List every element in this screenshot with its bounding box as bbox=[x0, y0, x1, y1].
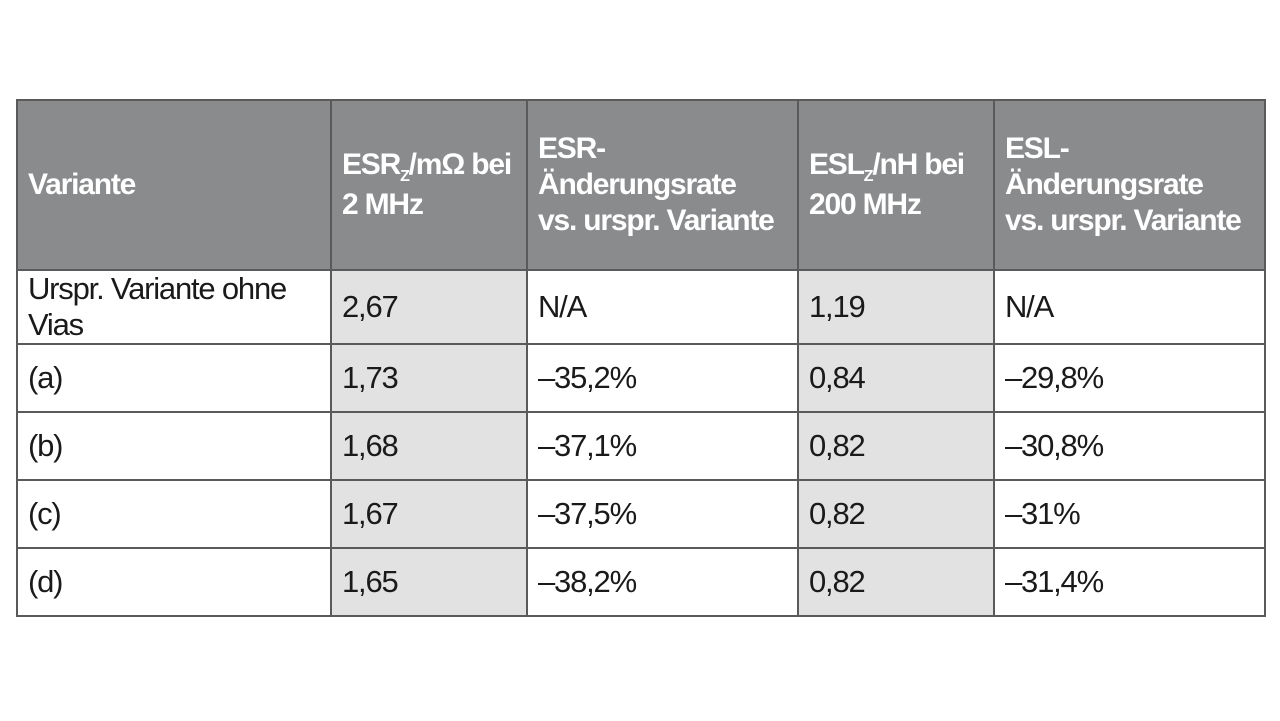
cell-variante: (c) bbox=[16, 479, 332, 549]
cell-esl: 0,82 bbox=[797, 411, 995, 481]
cell-variante: (b) bbox=[16, 411, 332, 481]
cell-variante: (a) bbox=[16, 343, 332, 413]
table-row: (c) 1,67 –37,5% 0,82 –31% bbox=[16, 479, 1266, 549]
table-row: Urspr. Variante ohne Vias 2,67 N/A 1,19 … bbox=[16, 269, 1266, 345]
cell-esr-rate: –37,5% bbox=[526, 479, 799, 549]
cell-esr: 2,67 bbox=[330, 269, 528, 345]
cell-esr-rate: N/A bbox=[526, 269, 799, 345]
header-esl-unit: /nH bei bbox=[872, 148, 965, 182]
header-esl-rate: ESL-Änderungsrate vs. urspr. Variante bbox=[993, 99, 1266, 271]
cell-esl: 0,84 bbox=[797, 343, 995, 413]
header-esr-rate-line1: ESR-Änderungsrate bbox=[538, 132, 737, 201]
header-esr-subscript: Z bbox=[400, 168, 410, 186]
header-esl-frequency: 200 MHz bbox=[809, 187, 922, 221]
cell-esl-rate: –29,8% bbox=[993, 343, 1266, 413]
table-row: (d) 1,65 –38,2% 0,82 –31,4% bbox=[16, 547, 1266, 617]
cell-esl: 0,82 bbox=[797, 479, 995, 549]
cell-variante: Urspr. Variante ohne Vias bbox=[16, 269, 332, 345]
header-esl: ESLZ/nH bei 200 MHz bbox=[797, 99, 995, 271]
cell-esr: 1,67 bbox=[330, 479, 528, 549]
cell-esl: 0,82 bbox=[797, 547, 995, 617]
cell-esl-rate: N/A bbox=[993, 269, 1266, 345]
cell-esl-rate: –31,4% bbox=[993, 547, 1266, 617]
header-row: Variante ESRZ/mΩ bei 2 MHz ESR-Änderungsr… bbox=[16, 99, 1266, 271]
header-variante-label: Variante bbox=[28, 168, 136, 201]
cell-esr-rate: –37,1% bbox=[526, 411, 799, 481]
cell-variante: (d) bbox=[16, 547, 332, 617]
header-esr-rate: ESR-Änderungsrate vs. urspr. Variante bbox=[526, 99, 799, 271]
header-variante: Variante bbox=[16, 99, 332, 271]
cell-esr-rate: –35,2% bbox=[526, 343, 799, 413]
comparison-table: Variante ESRZ/mΩ bei 2 MHz ESR-Änderungsr… bbox=[16, 99, 1266, 617]
cell-esr: 1,68 bbox=[330, 411, 528, 481]
header-esl-rate-line1: ESL-Änderungsrate bbox=[1005, 132, 1204, 201]
header-esr: ESRZ/mΩ bei 2 MHz bbox=[330, 99, 528, 271]
header-esl-subscript: Z bbox=[863, 168, 874, 186]
data-table-container: Variante ESRZ/mΩ bei 2 MHz ESR-Änderungsr… bbox=[16, 99, 1266, 617]
header-esr-frequency: 2 MHz bbox=[342, 187, 424, 221]
table-row: (b) 1,68 –37,1% 0,82 –30,8% bbox=[16, 411, 1266, 481]
cell-esr: 1,65 bbox=[330, 547, 528, 617]
header-esr-rate-line2: vs. urspr. Variante bbox=[538, 204, 775, 237]
header-esl-rate-line2: vs. urspr. Variante bbox=[1005, 204, 1242, 237]
cell-esl: 1,19 bbox=[797, 269, 995, 345]
cell-esr: 1,73 bbox=[330, 343, 528, 413]
cell-esl-rate: –30,8% bbox=[993, 411, 1266, 481]
table-row: (a) 1,73 –35,2% 0,84 –29,8% bbox=[16, 343, 1266, 413]
header-esr-main: ESR bbox=[342, 148, 401, 182]
header-esl-main: ESL bbox=[809, 148, 865, 182]
cell-esl-rate: –31% bbox=[993, 479, 1266, 549]
header-esr-unit: /mΩ bei bbox=[408, 148, 513, 182]
cell-esr-rate: –38,2% bbox=[526, 547, 799, 617]
